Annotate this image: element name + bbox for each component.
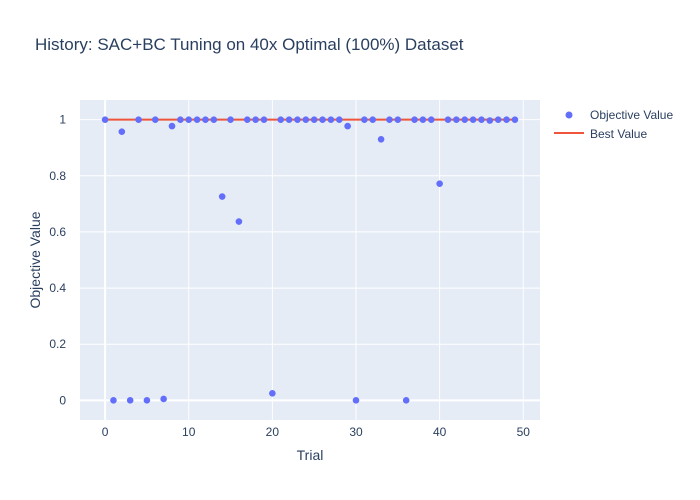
y-tick-labels: 0 0.2 0.4 0.6 0.8 1 [49,113,66,408]
objective-value-point[interactable] [369,116,377,123]
objective-value-point[interactable] [210,116,218,123]
objective-value-point[interactable] [335,116,343,123]
objective-value-point[interactable] [361,116,368,123]
objective-value-point[interactable] [285,116,293,123]
y-tick-label: 0.8 [49,169,66,183]
legend-marker-objective-value [565,111,573,119]
x-tick-label: 40 [433,425,447,439]
y-tick-label: 0.6 [49,225,66,239]
objective-value-point[interactable] [310,116,318,123]
objective-value-point[interactable] [202,116,209,123]
x-tick-labels: 0 10 20 30 40 50 [102,425,531,439]
objective-value-point[interactable] [260,116,268,123]
objective-value-point[interactable] [402,397,410,404]
objective-value-point[interactable] [110,397,117,404]
objective-value-point[interactable] [344,122,351,130]
x-tick-label: 10 [182,425,196,439]
objective-value-point[interactable] [177,116,184,123]
objective-value-point[interactable] [444,116,452,123]
x-gridlines [104,100,524,420]
objective-value-point[interactable] [160,395,167,403]
objective-value-point[interactable] [327,116,335,123]
objective-value-point[interactable] [168,122,176,130]
objective-value-point[interactable] [151,116,159,123]
legend-label-best-value: Best Value [590,127,647,141]
chart-title: History: SAC+BC Tuning on 40x Optimal (1… [35,35,464,54]
legend: Objective Value Best Value [554,108,673,141]
x-tick-label: 0 [102,425,109,439]
objective-value-point[interactable] [218,193,226,200]
objective-value-point[interactable] [427,116,435,123]
legend-item-best-value[interactable]: Best Value [554,127,647,141]
x-axis-title: Trial [297,447,324,463]
objective-value-point[interactable] [126,397,134,404]
legend-item-objective-value[interactable]: Objective Value [565,108,674,122]
objective-value-point[interactable] [277,116,285,123]
objective-value-point[interactable] [118,128,126,136]
objective-value-point[interactable] [243,116,251,123]
objective-value-point[interactable] [294,116,301,123]
objective-value-point[interactable] [503,116,510,123]
objective-value-point[interactable] [252,116,259,123]
objective-value-point[interactable] [461,116,469,123]
y-tick-label: 0.2 [49,337,66,351]
objective-value-series [101,116,519,404]
objective-value-point[interactable] [193,116,201,123]
objective-value-point[interactable] [394,116,402,123]
objective-value-point[interactable] [436,180,443,187]
objective-value-point[interactable] [511,116,519,123]
objective-value-point[interactable] [486,117,494,124]
objective-value-point[interactable] [143,397,151,404]
objective-value-point[interactable] [469,116,477,123]
objective-value-point[interactable] [319,116,326,123]
objective-value-point[interactable] [101,116,109,123]
objective-value-point[interactable] [235,218,243,225]
objective-value-point[interactable] [478,116,485,123]
legend-label-objective-value: Objective Value [590,108,673,122]
objective-value-point[interactable] [352,397,360,404]
objective-value-point[interactable] [185,116,193,123]
objective-value-point[interactable] [269,390,276,397]
y-tick-label: 0 [59,393,66,407]
objective-value-point[interactable] [227,116,234,123]
y-axis-title: Objective Value [27,211,43,308]
x-tick-label: 50 [517,425,531,439]
plot-area [80,100,540,420]
y-tick-label: 0.4 [49,281,66,295]
y-tick-label: 1 [59,113,66,127]
objective-value-point[interactable] [494,116,502,123]
x-tick-label: 20 [266,425,280,439]
objective-value-point[interactable] [453,116,460,123]
objective-value-point[interactable] [377,135,385,143]
objective-value-point[interactable] [411,116,418,123]
x-tick-label: 30 [349,425,363,439]
objective-value-point[interactable] [302,116,310,123]
objective-value-point[interactable] [135,116,142,123]
objective-value-point[interactable] [419,116,427,123]
objective-value-point[interactable] [386,116,393,123]
